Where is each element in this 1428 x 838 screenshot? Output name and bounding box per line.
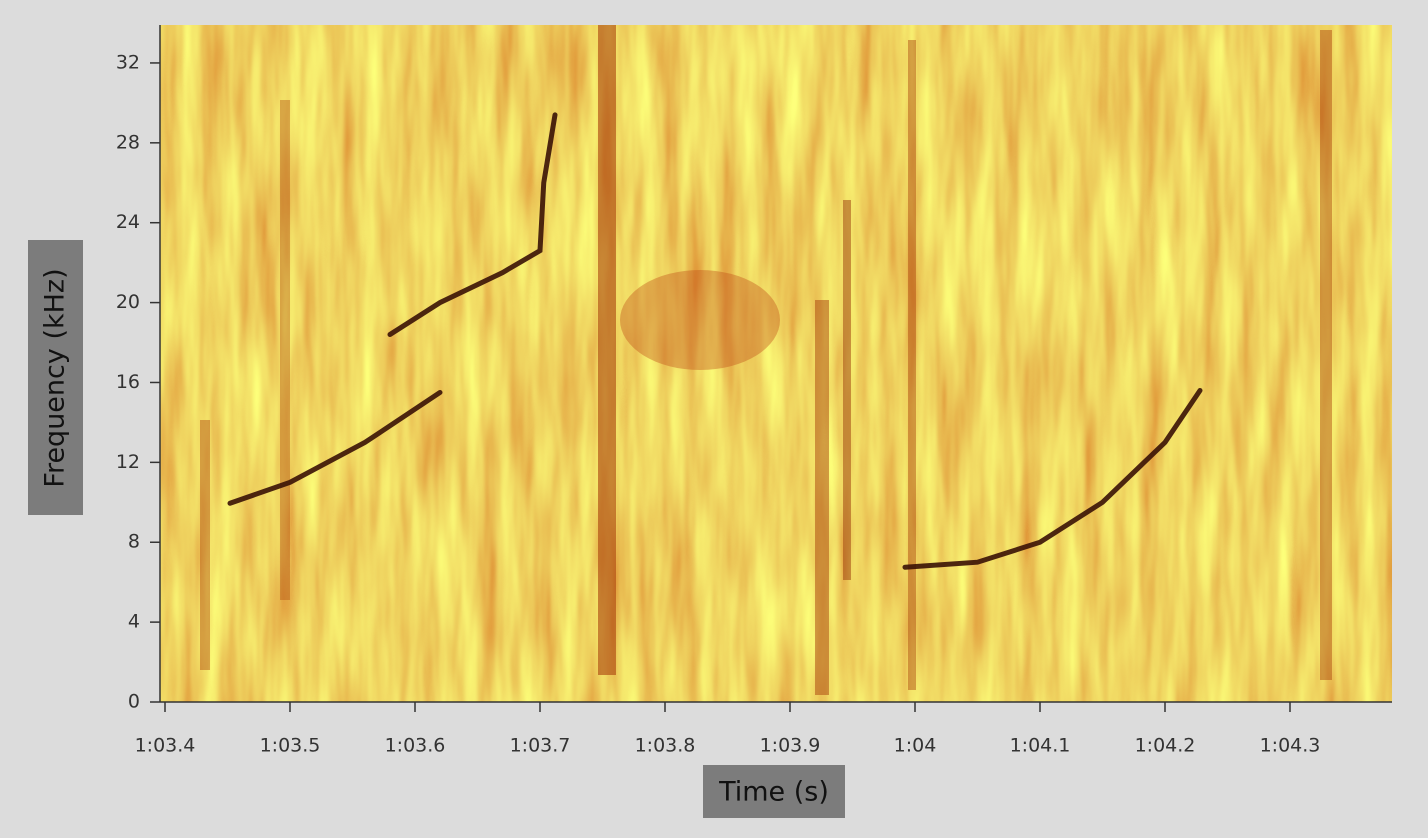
y-tick-label: 16 [116,371,140,393]
call-trace [387,112,558,338]
y-tick-label: 32 [116,51,140,73]
x-tick-label: 1:03.5 [260,735,321,757]
x-tick-label: 1:04.3 [1260,735,1321,757]
call-trace [902,387,1203,570]
x-tick-label: 1:03.7 [510,735,571,757]
y-tick-label: 8 [128,531,140,553]
y-tick-label: 20 [116,291,140,313]
y-tick-label: 28 [116,131,140,153]
x-tick-label: 1:04.1 [1010,735,1071,757]
x-tick-label: 1:03.8 [635,735,696,757]
x-label-box [703,765,845,818]
y-tick-label: 24 [116,211,140,233]
x-tick-label: 1:03.4 [135,735,196,757]
call-trace [227,389,443,506]
x-tick-label: 1:03.9 [760,735,821,757]
spectrogram-background [160,25,1392,702]
y-tick-label: 4 [128,611,140,633]
y-tick-label: 0 [128,691,140,713]
x-tick-label: 1:04.2 [1135,735,1196,757]
x-axis-label: Time (s) [718,777,829,808]
y-label-box [28,240,83,515]
y-axis-label: Frequency (kHz) [40,268,71,487]
x-tick-label: 1:04 [894,735,937,757]
x-tick-label: 1:03.6 [385,735,446,757]
y-tick-label: 12 [116,451,140,473]
